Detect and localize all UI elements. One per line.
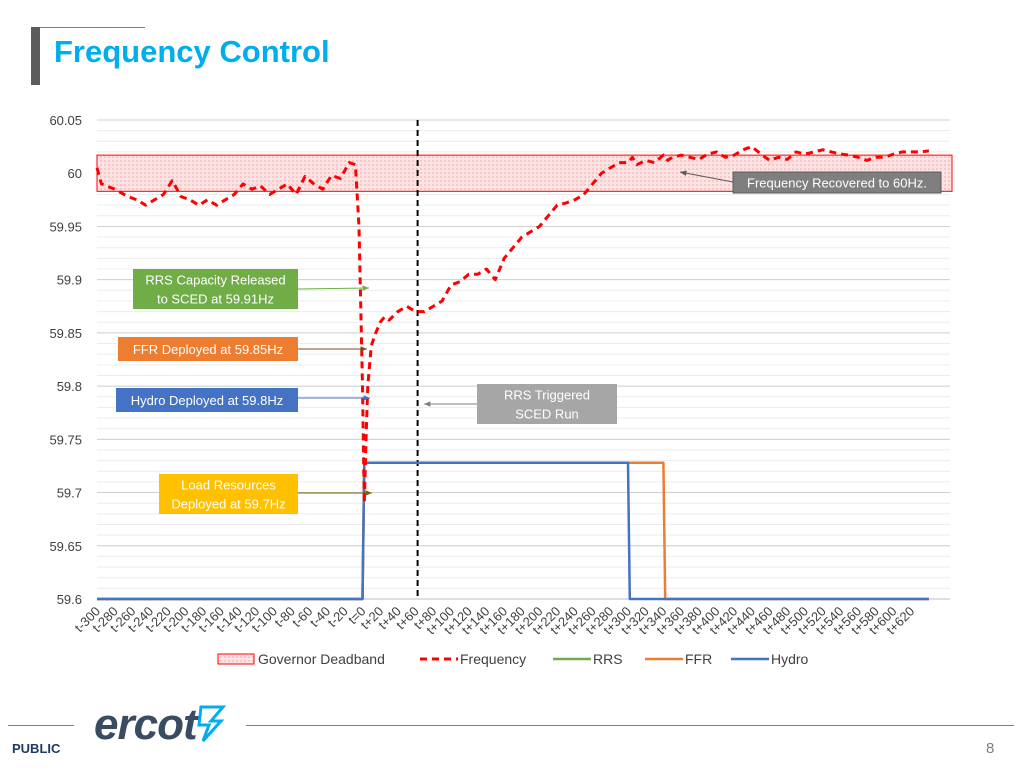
y-tick-label: 59.85 — [49, 326, 82, 341]
y-tick-label: 59.8 — [57, 379, 82, 394]
y-tick-label: 60 — [68, 166, 82, 181]
callout-load-text: Deployed at 59.7Hz — [171, 497, 285, 512]
y-tick-label: 59.65 — [49, 539, 82, 554]
legend-label-rrs: RRS — [593, 651, 623, 667]
callout-load-arrowhead — [365, 490, 372, 496]
callout-hydro: Hydro Deployed at 59.8Hz — [116, 388, 370, 412]
callout-hydro-text: Hydro Deployed at 59.8Hz — [131, 393, 283, 408]
callout-sced-text: RRS Triggered — [504, 388, 590, 403]
callout-rrs: RRS Capacity Released to SCED at 59.91Hz — [133, 269, 370, 309]
callout-sced-arrowhead — [424, 401, 431, 407]
callout-sced-box — [477, 384, 617, 424]
x-axis: t-300t-280t-260t-240t-220t-200t-180t-160… — [72, 604, 918, 638]
callout-rrs-text: to SCED at 59.91Hz — [157, 292, 274, 307]
legend-label-frequency: Frequency — [460, 651, 526, 667]
callout-sced-text: SCED Run — [515, 407, 579, 422]
callout-ffr-text: FFR Deployed at 59.85Hz — [133, 342, 283, 357]
classification-label: PUBLIC — [12, 741, 61, 756]
y-tick-label: 60.05 — [49, 113, 82, 128]
callout-ffr: FFR Deployed at 59.85Hz — [118, 337, 367, 361]
page-number: 8 — [986, 740, 995, 757]
title-accent-bar — [31, 27, 40, 85]
legend-label-ffr: FFR — [685, 651, 712, 667]
callout-rrs-text: RRS Capacity Released — [145, 273, 285, 288]
y-tick-label: 59.75 — [49, 432, 82, 447]
y-tick-label: 59.6 — [57, 592, 82, 607]
callout-recovered-text: Frequency Recovered to 60Hz. — [747, 176, 927, 191]
y-tick-label: 59.9 — [57, 273, 82, 288]
callout-load-box — [159, 474, 298, 514]
callout-recovered: Frequency Recovered to 60Hz. — [679, 170, 942, 194]
y-tick-label: 59.7 — [57, 486, 82, 501]
callout-hydro-arrowhead — [363, 395, 370, 401]
callout-rrs-box — [133, 269, 298, 309]
callout-recovered-arrow — [679, 171, 734, 183]
ercot-logo: ercot — [94, 700, 227, 750]
callout-recovered-arrowhead — [680, 170, 687, 176]
callout-rrs-arrowhead — [362, 285, 369, 291]
legend-swatch-governor-deadband — [217, 653, 255, 665]
legend-label-governor-deadband: Governor Deadband — [258, 651, 385, 667]
callout-sced: RRS Triggered SCED Run — [424, 384, 617, 424]
series-hydro-line — [97, 461, 929, 601]
legend: Governor Deadband Frequency RRS FFR Hydro — [217, 651, 809, 667]
callout-ffr-box — [118, 337, 298, 361]
callout-ffr-arrowhead — [360, 346, 367, 352]
callout-load-text: Load Resources — [181, 478, 276, 493]
title-rule — [40, 27, 145, 28]
page-title: Frequency Control — [54, 34, 330, 69]
series-frequency-line — [95, 145, 930, 505]
legend-label-hydro: Hydro — [771, 651, 809, 667]
callout-hydro-box — [116, 388, 298, 412]
callout-recovered-box — [732, 171, 942, 194]
frequency-chart: 59.6 59.65 59.7 59.75 59.8 59.85 59.9 59.95 60 60… — [49, 113, 953, 667]
callout-rrs-arrow — [297, 287, 370, 290]
y-tick-label: 59.95 — [49, 219, 82, 234]
ercot-bolt-icon — [196, 705, 226, 743]
footer-rule-right — [246, 725, 1014, 726]
ercot-logo-text: ercot — [94, 700, 198, 749]
footer-rule-left — [8, 725, 74, 726]
callout-load: Load Resources Deployed at 59.7Hz — [159, 474, 372, 514]
